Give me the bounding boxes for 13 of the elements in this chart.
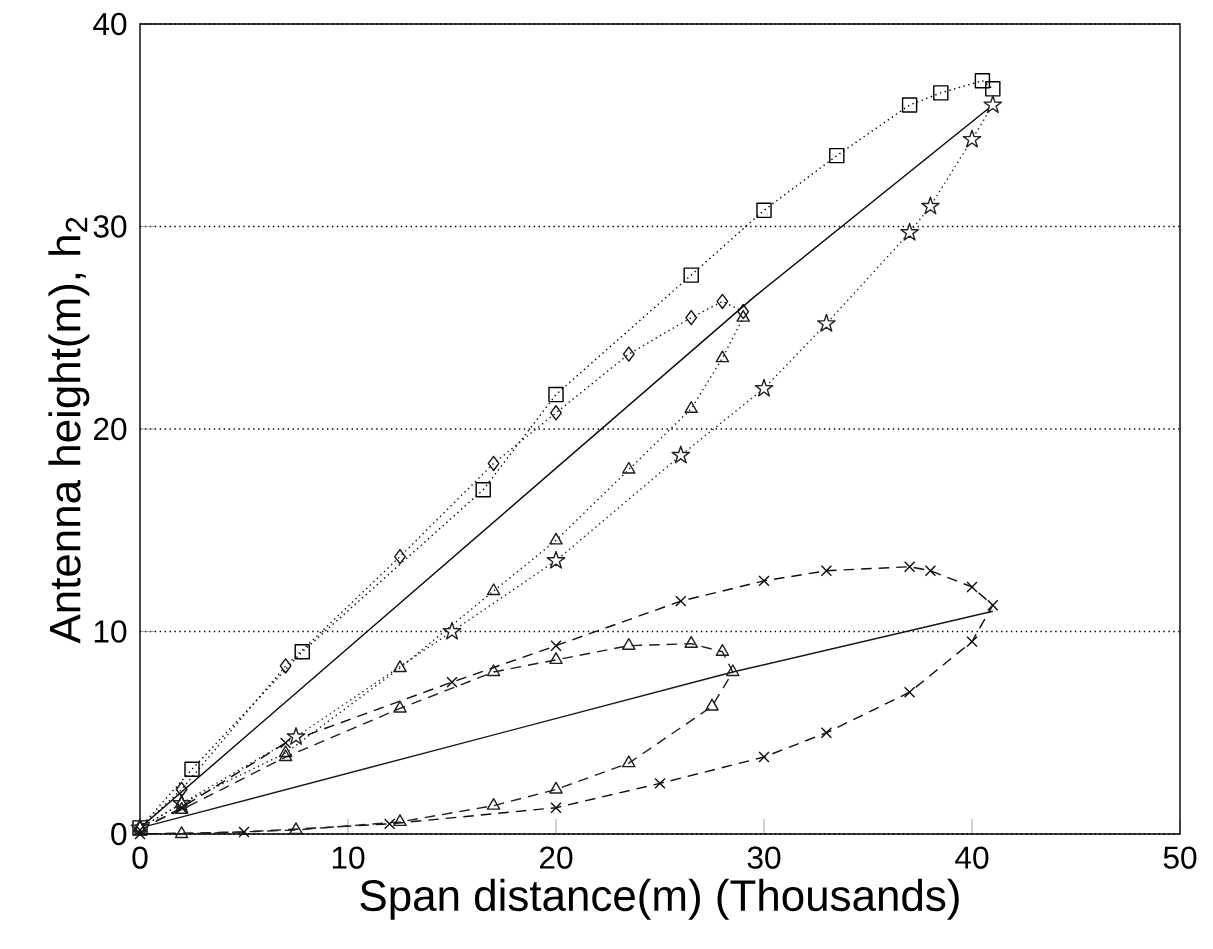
x-tick-label: 40 bbox=[955, 846, 989, 869]
y-tick-label: 0 bbox=[111, 822, 127, 846]
y-axis-title: Antenna height(m), h$_{2}$ bbox=[48, 217, 90, 644]
x-tick-label: 30 bbox=[747, 846, 781, 869]
x-axis-title: Span distance(m) (Thousands) bbox=[360, 878, 959, 920]
x-tick-label: 50 bbox=[1163, 846, 1197, 869]
y-tick-label: 10 bbox=[94, 620, 127, 643]
y-tick-label: 40 bbox=[93, 12, 127, 36]
x-tick-label: 10 bbox=[332, 846, 365, 869]
y-tick-label: 30 bbox=[93, 215, 127, 238]
y-tick-label: 20 bbox=[94, 417, 127, 441]
x-tick-label: 20 bbox=[540, 846, 573, 869]
x-tick-label: 0 bbox=[132, 846, 148, 869]
